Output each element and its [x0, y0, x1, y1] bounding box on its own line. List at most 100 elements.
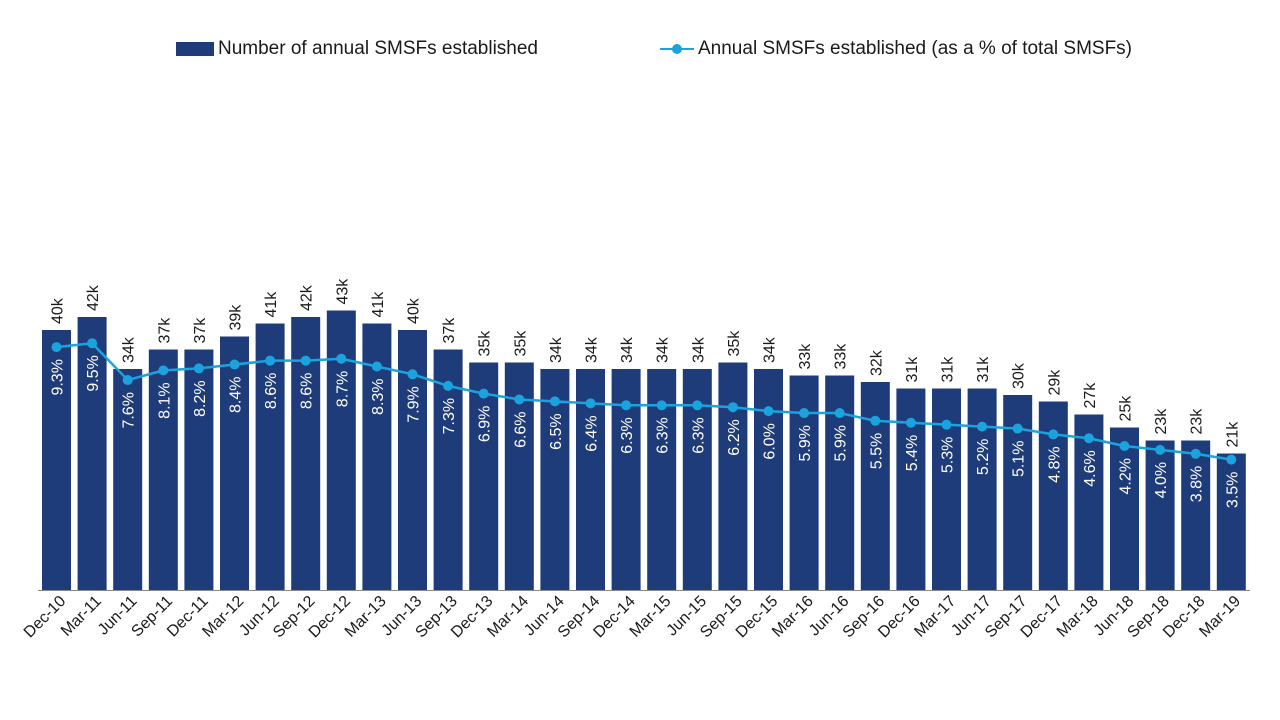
bar-value-label: 35k [477, 330, 494, 357]
line-value-label: 9.5% [85, 355, 102, 391]
bar-value-label: 29k [1046, 369, 1063, 396]
line-value-label: 8.1% [156, 382, 173, 418]
bar-value-label: 23k [1153, 408, 1170, 435]
line-value-label: 6.6% [512, 411, 529, 447]
bar-value-label: 31k [975, 356, 992, 383]
chart-legend: Number of annual SMSFs established Annua… [0, 38, 1280, 64]
legend-bar-swatch [176, 42, 214, 56]
bar-value-label: 33k [797, 343, 814, 370]
line-value-label: 4.6% [1082, 450, 1099, 486]
bar [754, 369, 783, 590]
bar [42, 330, 71, 590]
bar [967, 388, 997, 590]
percent-point [870, 415, 881, 426]
legend-bar-label: Number of annual SMSFs established [218, 38, 538, 59]
bar [1181, 440, 1211, 590]
bar-value-label: 39k [228, 304, 245, 331]
line-value-label: 6.9% [477, 406, 494, 442]
bar [77, 317, 107, 590]
line-value-label: 6.5% [548, 413, 565, 449]
percent-point [193, 363, 204, 374]
bar [825, 375, 855, 590]
legend-item-bar: Number of annual SMSFs established [176, 38, 538, 60]
legend-line-label: Annual SMSFs established (as a % of tota… [698, 38, 1133, 59]
percent-point [585, 398, 596, 409]
line-value-label: 7.3% [441, 398, 458, 434]
percent-point [51, 342, 62, 353]
bar-value-label: 34k [548, 336, 565, 363]
percent-point [905, 417, 916, 428]
line-value-label: 8.6% [299, 373, 316, 409]
line-value-label: 9.3% [50, 359, 67, 395]
bar [1074, 414, 1104, 590]
bar-value-label: 40k [50, 297, 67, 324]
bar-value-label: 21k [1224, 421, 1241, 448]
bar [1216, 453, 1246, 590]
line-value-label: 8.2% [192, 380, 209, 416]
percent-point [1155, 444, 1166, 455]
percent-point [763, 406, 774, 417]
bar-value-label: 31k [904, 356, 921, 383]
line-value-label: 3.5% [1224, 472, 1241, 508]
percent-line [56, 341, 1232, 461]
bar [326, 310, 356, 590]
percent-point [1226, 454, 1237, 465]
line-value-label: 5.2% [975, 439, 992, 475]
bar [398, 330, 427, 590]
bar [469, 362, 499, 590]
line-value-label: 5.3% [940, 437, 957, 473]
percent-point [1083, 433, 1094, 444]
line-value-label: 6.3% [619, 417, 636, 453]
line-value-label: 5.1% [1011, 441, 1028, 477]
bar-value-label: 41k [263, 291, 280, 318]
percent-point [158, 365, 169, 376]
line-value-label: 7.9% [406, 386, 423, 422]
bar [220, 336, 249, 590]
bar-value-label: 25k [1118, 395, 1135, 422]
line-value-label: 7.6% [121, 392, 138, 428]
bar [932, 388, 961, 590]
line-value-label: 4.0% [1153, 462, 1170, 498]
line-value-label: 6.2% [726, 419, 743, 455]
bar-value-label: 41k [370, 291, 387, 318]
bar-value-label: 34k [121, 336, 138, 363]
percent-point [336, 353, 347, 364]
bar-value-label: 27k [1082, 382, 1099, 409]
percent-point [122, 375, 133, 386]
legend-item-line: Annual SMSFs established (as a % of tota… [660, 38, 1132, 60]
line-value-label: 5.4% [904, 435, 921, 471]
bar [1145, 440, 1175, 590]
bar-value-label: 37k [192, 317, 209, 344]
line-value-label: 8.3% [370, 378, 387, 414]
percent-point [443, 380, 454, 391]
bar-value-label: 33k [833, 343, 850, 370]
percent-point [549, 396, 560, 407]
bar-value-label: 40k [406, 297, 423, 324]
percent-point [727, 402, 738, 413]
percent-point [656, 400, 667, 411]
bar-value-label: 34k [690, 336, 707, 363]
line-value-label: 8.6% [263, 373, 280, 409]
percent-point [229, 359, 240, 370]
percent-point [478, 388, 489, 399]
line-value-label: 3.8% [1189, 466, 1206, 502]
line-value-label: 6.0% [762, 423, 779, 459]
percent-point [1119, 441, 1130, 452]
bar [113, 369, 143, 590]
line-value-label: 5.9% [797, 425, 814, 461]
line-value-label: 6.4% [584, 415, 601, 451]
percent-point [1190, 448, 1201, 459]
line-value-label: 5.9% [833, 425, 850, 461]
percent-point [621, 400, 632, 411]
bar [184, 349, 214, 590]
line-value-label: 4.8% [1046, 446, 1063, 482]
percent-point [834, 408, 845, 419]
bar [148, 349, 178, 590]
x-tick-label: Dec-10 [21, 593, 70, 642]
bar-value-label: 32k [868, 349, 885, 376]
bar-value-label: 37k [441, 317, 458, 344]
percent-point [371, 361, 382, 372]
bar-value-label: 34k [762, 336, 779, 363]
line-value-label: 6.3% [690, 417, 707, 453]
